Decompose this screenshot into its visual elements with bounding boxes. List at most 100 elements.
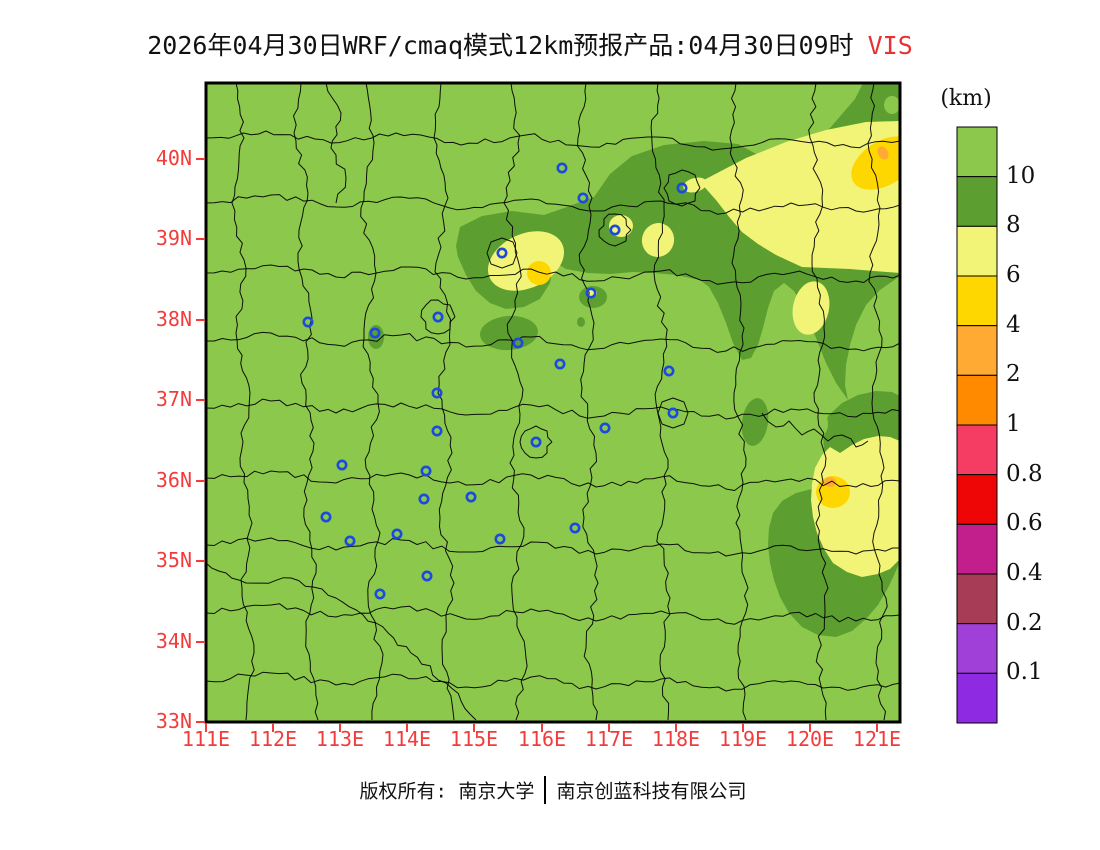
boundary-line bbox=[231, 83, 255, 721]
copyright-footer: 版权所有: 南京大学 南京创蓝科技有限公司 bbox=[0, 776, 1100, 808]
city-marker bbox=[530, 436, 542, 448]
city-marker bbox=[556, 162, 568, 174]
city-marker bbox=[369, 327, 381, 339]
legend-cell bbox=[956, 424, 998, 476]
region-ne-core-4-6 bbox=[851, 136, 900, 190]
longitude-label: 113E bbox=[315, 727, 365, 751]
legend-cell bbox=[956, 225, 998, 277]
latitude-label: 37N bbox=[155, 387, 192, 411]
boundary-line bbox=[503, 83, 528, 721]
city-marker bbox=[577, 192, 589, 204]
city-marker bbox=[432, 311, 444, 323]
boundary-line bbox=[206, 264, 900, 285]
city-marker bbox=[374, 588, 386, 600]
legend-cell bbox=[956, 275, 998, 327]
region-ne-dot-2-4 bbox=[877, 146, 889, 160]
legend-tick-label: 4 bbox=[1006, 311, 1021, 338]
city-marker bbox=[494, 533, 506, 545]
legend-tick-label: 0.6 bbox=[1006, 510, 1043, 537]
boundary-line bbox=[729, 83, 749, 721]
latitude-label: 38N bbox=[155, 307, 192, 331]
region-hengshui-band-8-10 bbox=[480, 315, 538, 351]
legend-tick-label: 0.1 bbox=[1006, 659, 1043, 686]
city-marker bbox=[320, 511, 332, 523]
plot-area bbox=[206, 83, 900, 722]
city-marker bbox=[418, 493, 430, 505]
latitude-label: 40N bbox=[155, 146, 192, 170]
city-marker bbox=[391, 528, 403, 540]
latitude-label: 34N bbox=[155, 629, 192, 653]
legend-cell bbox=[956, 176, 998, 227]
legend-tick-label: 10 bbox=[1006, 162, 1036, 189]
boundary-line bbox=[206, 331, 900, 353]
legend-cell bbox=[956, 374, 998, 426]
page-title: 2026年04月30日WRF/cmaq模式12km预报产品:04月30日09时 V… bbox=[0, 26, 1060, 62]
longitude-label: 117E bbox=[584, 727, 634, 751]
city-marker bbox=[344, 535, 356, 547]
boundary-line bbox=[206, 537, 900, 557]
legend-tick-label: 6 bbox=[1006, 262, 1021, 288]
legend-tick-label: 0.8 bbox=[1006, 460, 1043, 487]
latitude-label: 35N bbox=[155, 548, 192, 572]
region-tongue-8-10 bbox=[741, 398, 769, 446]
boundary-line bbox=[486, 237, 518, 269]
boundary-line bbox=[519, 425, 553, 459]
longitude-label: 111E bbox=[181, 727, 231, 751]
boundary-line bbox=[206, 130, 900, 151]
region-small-dot-8-10-b bbox=[620, 257, 632, 269]
longitude-label: 120E bbox=[785, 727, 835, 751]
longitude-label: 121E bbox=[852, 727, 902, 751]
boundary-line bbox=[206, 603, 900, 625]
legend-cell bbox=[956, 573, 998, 625]
city-marker bbox=[431, 387, 443, 399]
legend-cell bbox=[956, 523, 998, 575]
legend-tick-label: 0.2 bbox=[1006, 609, 1043, 636]
longitude-label: 118E bbox=[651, 727, 701, 751]
legend-cell bbox=[956, 623, 998, 674]
latitude-label: 33N bbox=[155, 709, 192, 733]
company-name-label: 南京创蓝科技有限公司 bbox=[556, 780, 747, 803]
longitude-label: 119E bbox=[718, 727, 768, 751]
boundary-line bbox=[293, 83, 319, 721]
region-gap-carve-gt-10 bbox=[772, 402, 828, 446]
copyright-holder-label: 版权所有: 南京大学 bbox=[359, 780, 535, 803]
legend-tick-label: 1 bbox=[1006, 411, 1021, 437]
city-marker bbox=[465, 491, 477, 503]
latitude-label: 39N bbox=[155, 226, 192, 250]
longitude-label: 114E bbox=[382, 727, 432, 751]
city-marker bbox=[569, 522, 581, 534]
city-marker bbox=[302, 316, 314, 328]
boundary-line bbox=[808, 83, 829, 721]
longitude-label: 112E bbox=[248, 727, 298, 751]
boundary-line bbox=[206, 470, 900, 491]
legend-tick-label: 2 bbox=[1006, 361, 1021, 388]
city-marker bbox=[663, 365, 675, 377]
boundary-line bbox=[206, 562, 477, 721]
boundary-line bbox=[761, 412, 869, 448]
boundary-line bbox=[325, 83, 347, 204]
boundary-line bbox=[206, 398, 900, 420]
city-marker bbox=[585, 287, 597, 299]
legend-tick-label: 8 bbox=[1006, 212, 1021, 239]
region-ne-band-6-8 bbox=[700, 121, 900, 273]
region-se-core-4-6 bbox=[816, 476, 850, 508]
legend-cell bbox=[956, 325, 998, 376]
city-marker bbox=[336, 459, 348, 471]
boundary-line bbox=[598, 213, 632, 247]
city-marker bbox=[421, 570, 433, 582]
city-marker bbox=[609, 224, 621, 236]
page-title-text: 2026年04月30日WRF/cmaq模式12km预报产品:04月30日09时 bbox=[147, 31, 854, 60]
boundary-line bbox=[206, 671, 900, 692]
region-baoding-core-4-6 bbox=[527, 261, 551, 285]
boundary-line bbox=[420, 299, 456, 335]
legend-cell bbox=[956, 672, 998, 724]
region-small-dot-8-10-a bbox=[577, 317, 585, 327]
city-marker bbox=[496, 247, 508, 259]
city-marker bbox=[599, 422, 611, 434]
region-se-blob-6-8 bbox=[811, 436, 900, 577]
city-marker bbox=[676, 182, 688, 194]
longitude-label: 115E bbox=[449, 727, 499, 751]
city-marker bbox=[554, 358, 566, 370]
city-marker bbox=[431, 425, 443, 437]
